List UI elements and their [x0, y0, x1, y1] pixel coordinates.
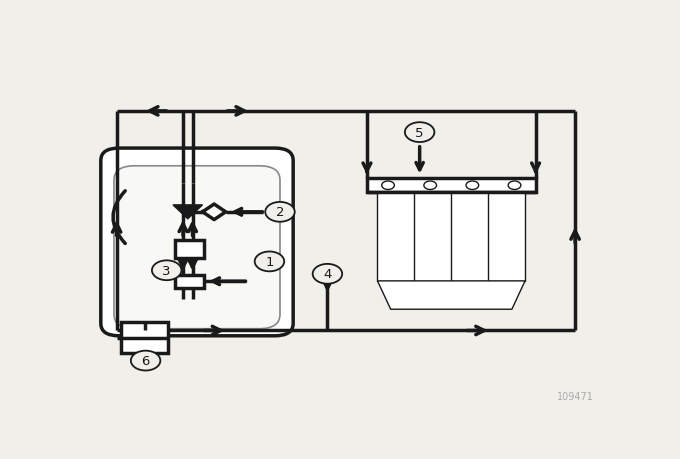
Circle shape — [131, 351, 160, 371]
Circle shape — [405, 123, 435, 143]
Circle shape — [508, 182, 521, 190]
Circle shape — [424, 182, 437, 190]
Bar — [121, 322, 168, 354]
Circle shape — [381, 182, 394, 190]
Circle shape — [313, 264, 342, 284]
FancyBboxPatch shape — [114, 167, 280, 329]
Circle shape — [152, 261, 182, 280]
Text: 109471: 109471 — [557, 391, 594, 401]
Text: 2: 2 — [276, 206, 284, 219]
Bar — [175, 275, 203, 288]
Text: 4: 4 — [323, 268, 332, 281]
Circle shape — [255, 252, 284, 272]
Circle shape — [466, 182, 479, 190]
Polygon shape — [377, 281, 525, 309]
Text: 5: 5 — [415, 126, 424, 140]
FancyBboxPatch shape — [101, 149, 293, 336]
Polygon shape — [173, 206, 203, 219]
Text: 6: 6 — [141, 354, 150, 367]
Text: 3: 3 — [163, 264, 171, 277]
Bar — [367, 179, 536, 193]
Bar — [175, 241, 203, 258]
Bar — [377, 193, 525, 281]
Text: 1: 1 — [265, 255, 273, 269]
Circle shape — [265, 202, 294, 222]
